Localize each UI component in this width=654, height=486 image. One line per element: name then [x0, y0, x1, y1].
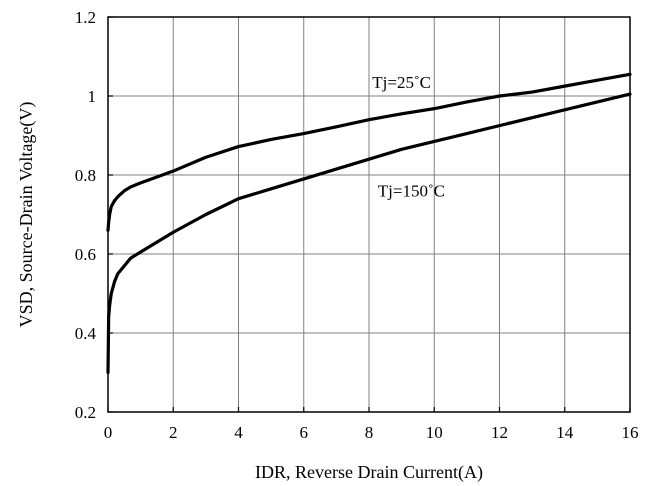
series-line-1 [106, 92, 632, 375]
x-tick-labels: 0 2 4 6 8 10 12 14 16 [104, 423, 639, 442]
x-tick-label: 16 [622, 423, 639, 442]
series-line-0 [106, 72, 632, 232]
y-tick-label: 0.4 [75, 324, 97, 343]
series-annotation-0: Tj=25˚C [372, 73, 431, 92]
x-tick-label: 10 [426, 423, 443, 442]
y-tick-label: 1.2 [75, 8, 96, 27]
y-tick-label: 1 [88, 87, 97, 106]
series-annotation-1: Tj=150˚C [378, 182, 445, 201]
y-tick-label: 0.8 [75, 166, 96, 185]
axis-ticks [107, 16, 631, 413]
x-tick-label: 0 [104, 423, 113, 442]
x-tick-label: 12 [491, 423, 508, 442]
series-lines [106, 72, 632, 375]
y-axis-title: VSD, Source-Drain Voltage(V) [16, 102, 37, 328]
grid [108, 17, 630, 412]
x-axis-title: IDR, Reverse Drain Current(A) [255, 462, 483, 483]
x-tick-label: 2 [169, 423, 178, 442]
y-tick-labels: 0.2 0.4 0.6 0.8 1 1.2 [75, 8, 97, 422]
x-tick-label: 6 [300, 423, 309, 442]
y-tick-label: 0.2 [75, 403, 96, 422]
x-tick-label: 8 [365, 423, 374, 442]
annotations: Tj=25˚C Tj=150˚C [372, 73, 445, 201]
x-tick-label: 4 [234, 423, 243, 442]
y-tick-label: 0.6 [75, 245, 96, 264]
x-tick-label: 14 [556, 423, 574, 442]
